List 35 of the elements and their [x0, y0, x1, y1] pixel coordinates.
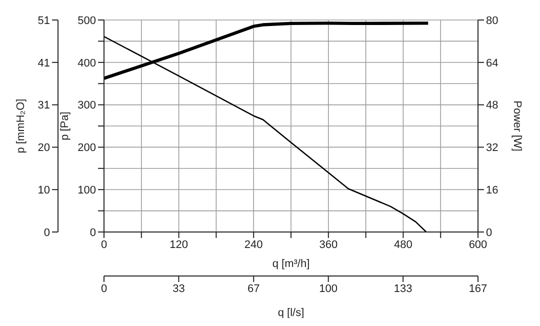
x-tick-label: 120	[170, 238, 188, 251]
x2-tick-label: 133	[394, 282, 412, 295]
y3-tick-label: 51	[38, 14, 50, 27]
x2-tick-label: 0	[100, 282, 108, 295]
x-tick-label: 600	[468, 238, 488, 251]
y-tick-label: 400	[78, 57, 96, 70]
y-tick-label: 500	[78, 14, 96, 27]
x2-tick-label: 67	[248, 282, 260, 295]
y2-tick-label: 48	[486, 100, 498, 112]
y2-tick-label: 16	[486, 184, 498, 197]
y-tick-label: 300	[78, 100, 96, 112]
x2-tick-label: 100	[319, 282, 338, 295]
x2-tick-label: 167	[468, 282, 488, 295]
y3-tick-label: 31	[38, 100, 50, 112]
y2-tick-label: 0	[486, 226, 492, 239]
y2-tick-label: 80	[486, 14, 498, 27]
y2-tick-label: 64	[486, 57, 498, 70]
y3-tick-label: 20	[38, 142, 50, 154]
x2-axis-title: q [l/s]	[278, 307, 304, 319]
y2-tick-label: 32	[486, 142, 498, 154]
y-axis-title: p [Pa]	[58, 112, 71, 140]
y-tick-label: 0	[90, 226, 96, 239]
x-axis-title: q [m³/h]	[272, 258, 310, 270]
y-tick-label: 100	[78, 184, 96, 197]
y3-tick-label: 10	[38, 184, 50, 197]
x-tick-label: 240	[244, 238, 263, 251]
y3-tick-label: 0	[44, 226, 50, 239]
y3-tick-label: 41	[38, 57, 50, 70]
x-tick-label: 480	[394, 238, 412, 251]
y2-axis-title: Power [W]	[511, 100, 524, 152]
y3-axis-title: p [mmH₂O]	[14, 98, 27, 154]
y-tick-label: 200	[78, 142, 96, 154]
x-tick-label: 360	[319, 238, 338, 251]
x2-tick-label: 33	[172, 282, 185, 295]
x-tick-label: 0	[100, 238, 108, 251]
